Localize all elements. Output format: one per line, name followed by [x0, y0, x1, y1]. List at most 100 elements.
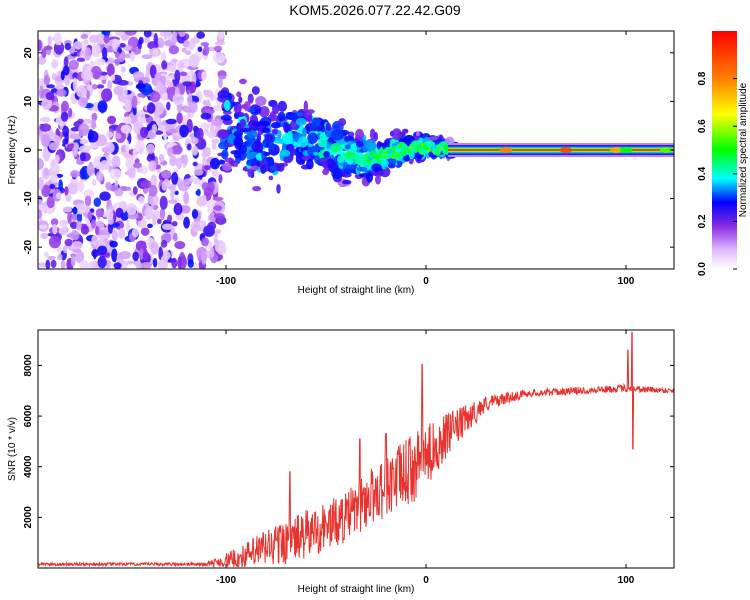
- signal-blob: [238, 96, 243, 104]
- signal-blob: [333, 124, 341, 129]
- noise-blob: [77, 180, 85, 193]
- noise-blob: [203, 89, 214, 98]
- noise-blob: [95, 171, 104, 183]
- noise-blob: [64, 131, 69, 145]
- signal-blob: [326, 158, 335, 169]
- signal-blob: [268, 175, 274, 181]
- signal-blob: [260, 163, 270, 173]
- signal-blob: [322, 168, 329, 176]
- signal-blob: [223, 99, 231, 112]
- noise-blob: [93, 197, 102, 208]
- signal-blob: [217, 129, 229, 140]
- noise-blob: [41, 184, 51, 198]
- signal-blob: [233, 105, 242, 114]
- noise-blob: [70, 254, 76, 267]
- noise-blob: [213, 213, 225, 220]
- colorbar-gradient: [712, 31, 737, 269]
- signal-blob: [366, 139, 377, 152]
- signal-blob: [344, 151, 356, 160]
- noise-blob: [94, 58, 106, 66]
- signal-blob: [280, 149, 291, 157]
- noise-blob: [38, 55, 46, 66]
- signal-blob: [217, 90, 230, 99]
- noise-blob: [132, 162, 143, 169]
- signal-blob: [347, 140, 354, 146]
- noise-blob: [168, 199, 178, 204]
- signal-blob: [323, 150, 330, 158]
- noise-blob: [107, 222, 114, 234]
- noise-blob: [90, 65, 102, 79]
- noise-blob: [116, 79, 129, 86]
- noise-blob: [91, 112, 98, 122]
- noise-blob: [71, 240, 83, 250]
- noise-blob: [142, 248, 149, 261]
- noise-blob: [120, 124, 131, 134]
- signal-blob: [270, 165, 276, 171]
- noise-blob: [51, 59, 59, 69]
- noise-blob: [139, 165, 149, 175]
- noise-blob: [56, 246, 63, 254]
- noise-blob: [132, 251, 139, 262]
- noise-blob: [49, 183, 56, 190]
- noise-blob: [139, 126, 149, 139]
- noise-blob: [138, 195, 145, 204]
- noise-blob: [125, 157, 134, 169]
- noise-blob: [203, 44, 210, 56]
- noise-blob: [161, 181, 168, 191]
- noise-blob: [65, 194, 72, 202]
- signal-blob: [277, 130, 282, 139]
- noise-blob: [115, 31, 124, 36]
- noise-blob: [72, 77, 78, 92]
- signal-blob: [270, 122, 281, 129]
- colorbar-ticks: 0.0 0.2 0.4 0.6 0.8: [697, 71, 737, 276]
- noise-blob: [196, 196, 208, 207]
- noise-blob: [91, 43, 102, 58]
- signal-blob: [336, 155, 345, 164]
- noise-blob: [115, 207, 124, 218]
- noise-blob: [143, 31, 152, 38]
- colorbar-tick-label: 0.4: [697, 166, 708, 180]
- signal-blob: [277, 162, 285, 172]
- x-tick-label: 100: [618, 575, 635, 586]
- signal-blob: [251, 86, 260, 95]
- noise-blob: [124, 99, 132, 113]
- noise-blob: [131, 228, 139, 238]
- carrier-patch: [560, 147, 572, 153]
- signal-blob: [252, 121, 264, 127]
- noise-blob: [159, 195, 168, 210]
- noise-blob: [95, 134, 108, 147]
- noise-blob: [159, 207, 166, 221]
- noise-blob: [201, 251, 208, 264]
- signal-blob: [243, 140, 252, 147]
- noise-blob: [148, 185, 158, 197]
- noise-blob: [167, 214, 173, 222]
- noise-blob: [111, 248, 118, 263]
- noise-blob: [166, 31, 172, 40]
- noise-blob: [109, 168, 122, 180]
- noise-blob: [106, 63, 115, 77]
- noise-blob: [176, 112, 183, 124]
- signal-blob: [268, 141, 275, 151]
- noise-blob: [126, 203, 137, 216]
- signal-blob: [271, 128, 279, 135]
- noise-blob: [190, 137, 199, 145]
- noise-blob: [183, 191, 190, 205]
- noise-blob: [137, 109, 146, 124]
- signal-blob: [362, 140, 368, 152]
- noise-blob: [167, 147, 174, 157]
- noise-blob: [86, 84, 92, 91]
- signal-blob: [255, 96, 267, 107]
- noise-blob: [217, 76, 223, 89]
- noise-blob: [56, 192, 62, 199]
- noise-blob: [106, 131, 114, 138]
- signal-blob: [273, 138, 284, 144]
- noise-blob: [97, 100, 108, 113]
- noise-blob: [60, 70, 65, 81]
- noise-blob: [207, 221, 217, 231]
- y-tick-label: 10: [23, 95, 34, 107]
- noise-blob: [67, 182, 79, 195]
- colorbar: 0.0 0.2 0.4 0.6 0.8 Normalized spectral ampl…: [697, 31, 749, 276]
- noise-blob: [203, 164, 211, 171]
- noise-blob: [214, 239, 220, 250]
- noise-blob: [78, 123, 90, 137]
